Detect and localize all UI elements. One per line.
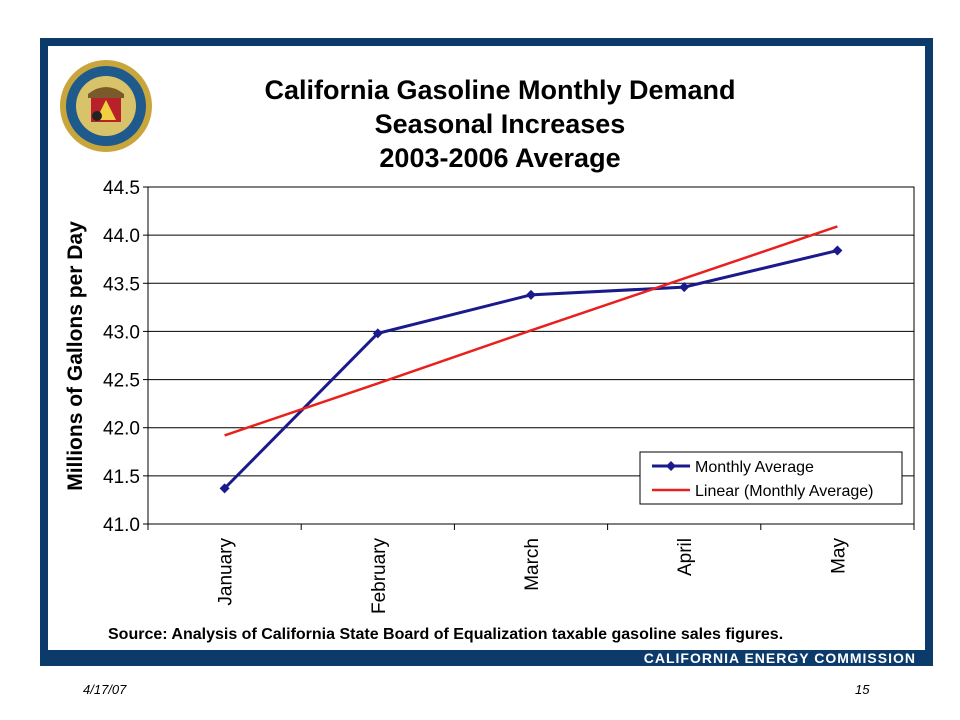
x-tick-label: February [369,538,390,615]
y-tick-label: 41.0 [103,515,140,536]
y-tick-label: 43.5 [103,274,140,295]
chart-title-line-1: California Gasoline Monthly Demand [264,75,736,105]
chart-title-line-3: 2003-2006 Average [379,143,621,173]
legend-box [639,451,903,505]
data-point [219,483,230,494]
source-note: Source: Analysis of California State Boa… [108,626,784,643]
data-point [526,289,536,300]
x-tick-label: May [828,538,849,574]
california-energy-commission-seal-icon [60,60,152,152]
legend-label: Linear (Monthly Average) [695,483,873,500]
x-tick-label: April [675,538,696,576]
data-point [679,282,690,293]
y-tick-label: 41.5 [103,467,140,488]
x-tick-label: March [522,538,543,591]
slide-canvas [48,46,925,650]
y-tick-label: 43.0 [103,322,140,343]
page-number: 15 [855,682,870,697]
footer-brand: CALIFORNIA ENERGY COMMISSION [643,650,916,666]
data-point [832,245,843,256]
y-tick-label: 44.0 [103,226,140,247]
plot-area [147,186,915,525]
x-tick-label: January [216,538,237,606]
legend-label: Monthly Average [695,459,814,476]
chart-title: California Gasoline Monthly Demand Seaso… [200,73,800,175]
series-line-linear-trend [224,225,838,437]
slide-date: 4/17/07 [83,682,127,697]
legend-marker [666,461,676,471]
y-tick-label: 42.0 [103,419,140,440]
y-tick-label: 44.5 [103,178,140,199]
chart-title-line-2: Seasonal Increases [374,109,626,139]
data-point [372,328,383,339]
y-tick-label: 42.5 [103,371,140,392]
